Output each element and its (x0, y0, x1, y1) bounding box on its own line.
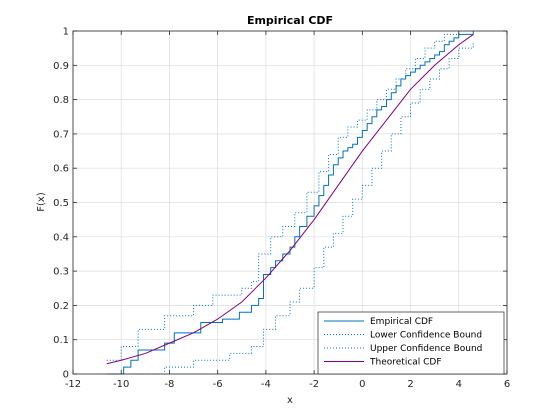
x-tick-label: -4 (261, 379, 271, 390)
legend-label-theoretical-cdf: Theoretical CDF (369, 358, 442, 368)
x-tick-label: 4 (456, 379, 462, 390)
y-tick-label: 0.8 (53, 95, 69, 106)
legend-label-empirical-cdf: Empirical CDF (370, 317, 433, 327)
tick-labels: -12 -10 -8 -6 -4 -2 0 2 4 6 0 0.1 0.2 0.3 0.4 0.5 0.6 0.7… (53, 27, 510, 391)
y-tick-label: 0.1 (53, 335, 69, 346)
theoretical-cdf-line (106, 34, 474, 365)
empirical-cdf-line (106, 31, 474, 375)
x-tick-label: 0 (359, 379, 365, 390)
y-axis-label: F(x) (36, 192, 47, 212)
y-tick-label: 0.7 (53, 129, 69, 140)
y-tick-label: 0.4 (53, 232, 69, 243)
x-tick-label: -8 (164, 379, 174, 390)
y-tick-label: 0.3 (53, 267, 69, 278)
y-tick-label: 0.6 (53, 164, 69, 175)
x-tick-label: -10 (113, 379, 129, 390)
legend: Empirical CDF Lower Confidence Bound Upper… (317, 311, 505, 375)
upper-confidence-bound-line (106, 31, 460, 361)
y-tick-label: 0.2 (53, 301, 69, 312)
x-tick-label: -6 (213, 379, 223, 390)
tick-marks (72, 30, 508, 375)
y-tick-label: 0.9 (53, 61, 69, 72)
y-tick-label: 0.5 (53, 198, 69, 209)
x-tick-label: 6 (504, 379, 510, 390)
x-tick-label: -12 (65, 379, 81, 390)
y-tick-label: 0 (63, 370, 69, 381)
y-tick-label: 1 (63, 27, 69, 38)
x-tick-label: -2 (309, 379, 319, 390)
legend-box (317, 311, 505, 375)
x-axis-label: x (287, 395, 293, 406)
legend-label-lower-confidence-bound: Lower Confidence Bound (370, 331, 482, 341)
legend-label-upper-confidence-bound: Upper Confidence Bound (370, 344, 482, 354)
x-tick-label: 2 (407, 379, 413, 390)
series-layer (106, 31, 474, 375)
chart-title: Empirical CDF (247, 14, 333, 27)
